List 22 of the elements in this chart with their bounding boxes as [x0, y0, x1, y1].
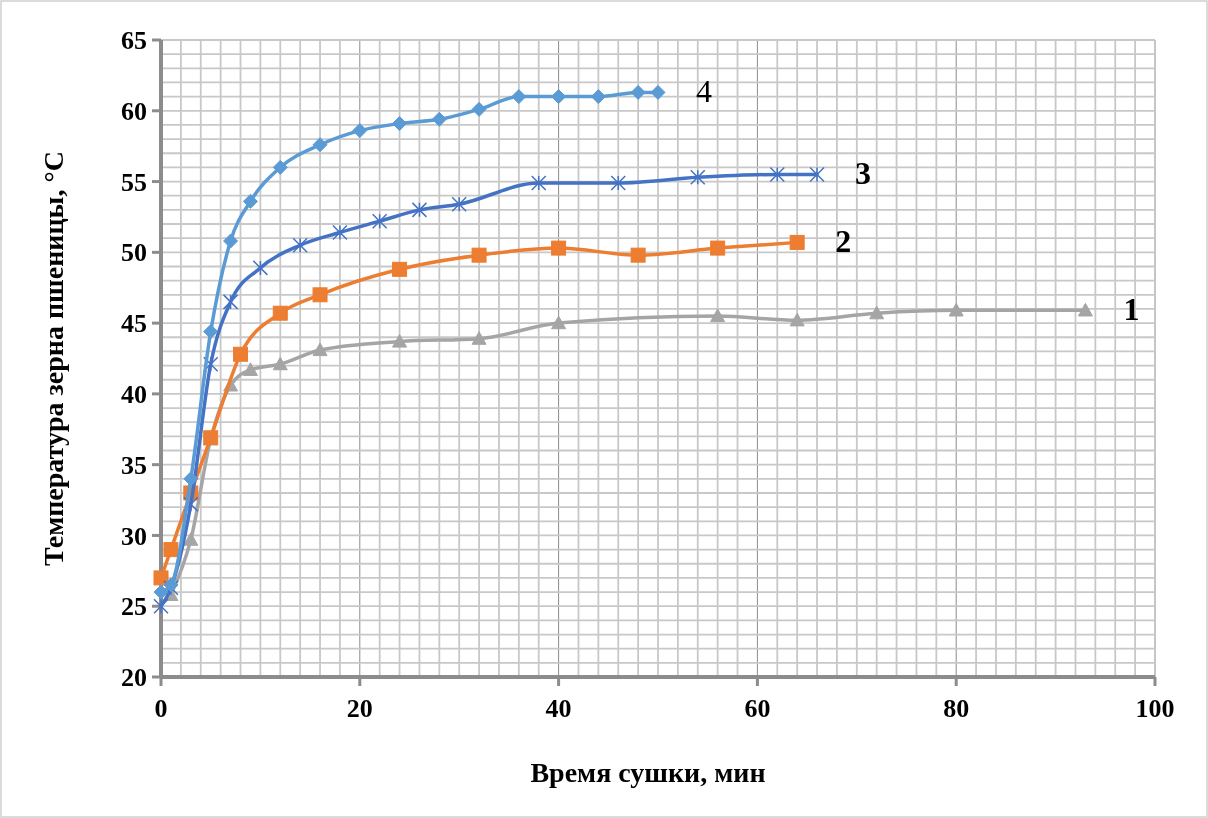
x-tick-label: 40 — [545, 694, 572, 723]
x-tick-label: 0 — [154, 694, 168, 723]
y-tick-label: 45 — [121, 309, 147, 339]
y-tick-label: 35 — [121, 450, 147, 480]
x-tick-label: 20 — [346, 694, 373, 723]
y-tick-label: 55 — [121, 167, 147, 197]
y-tick-label: 25 — [121, 592, 147, 622]
series-label: 1 — [1123, 291, 1140, 328]
x-tick-label: 60 — [744, 694, 771, 723]
series-label: 2 — [835, 223, 852, 260]
y-axis-title: Температура зерна пшеницы, °С — [38, 151, 69, 566]
y-tick-label: 30 — [121, 521, 147, 551]
y-tick-label: 60 — [121, 96, 147, 126]
x-tick-label: 80 — [943, 694, 970, 723]
y-tick-label: 20 — [121, 663, 147, 693]
series-label: 4 — [696, 73, 712, 110]
y-tick-label: 50 — [121, 238, 147, 268]
y-tick-label: 40 — [121, 379, 147, 409]
x-tick-label: 100 — [1135, 694, 1175, 723]
series-label: 3 — [855, 155, 872, 192]
x-axis-title: Время сушки, мин — [530, 757, 766, 788]
y-tick-label: 65 — [121, 26, 147, 56]
